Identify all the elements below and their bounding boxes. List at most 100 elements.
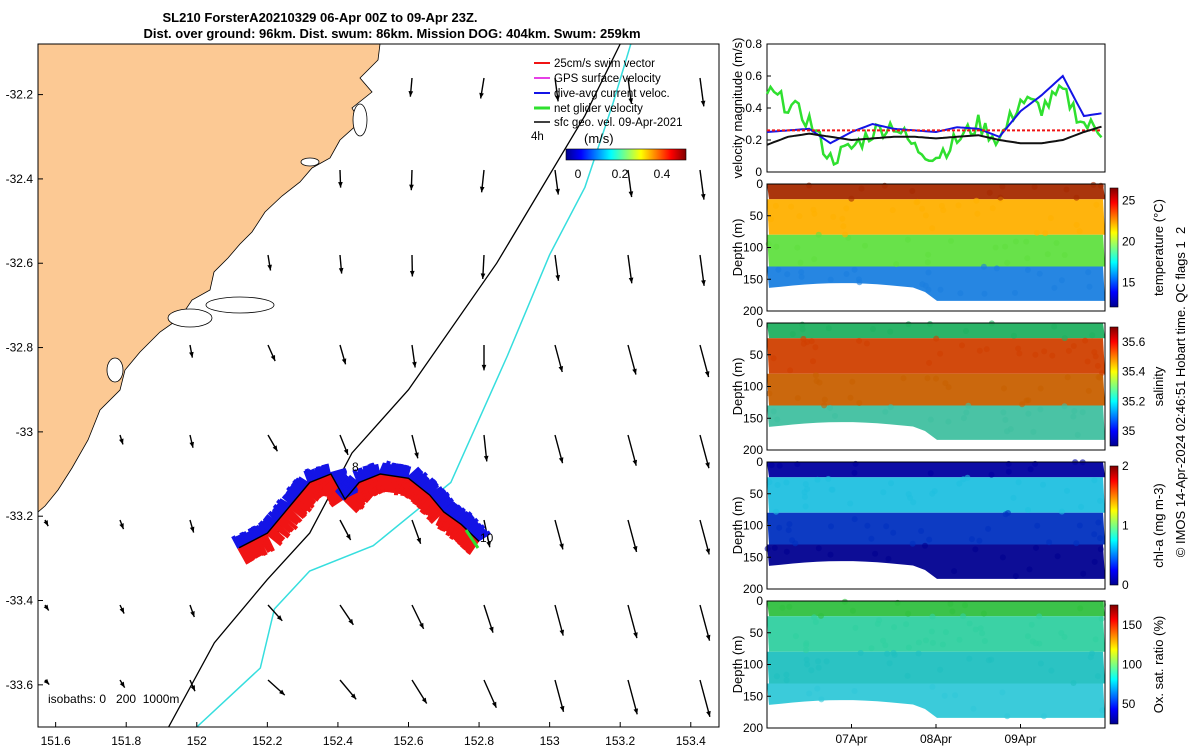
section-sample — [802, 494, 808, 500]
section-sample — [773, 509, 779, 515]
legend-swim-label: 25cm/s swim vector — [554, 58, 655, 70]
section-sample — [985, 526, 991, 532]
map-x-tick-label: 152.8 — [464, 734, 494, 748]
section-sample — [929, 684, 935, 690]
section-sample — [875, 621, 881, 627]
map-y-tick-label: -32.2 — [6, 88, 34, 102]
section-sample — [821, 402, 827, 408]
section-sample — [844, 271, 850, 277]
section-sample — [811, 207, 817, 213]
map-y-tick-label: -33.2 — [6, 509, 34, 523]
section-sample — [974, 211, 980, 217]
title-line-1: SL210 ForsterA20210329 06-Apr 00Z to 09-… — [162, 10, 477, 25]
map-colorbar-tick-1: 0.2 — [612, 167, 629, 181]
section-sample — [916, 640, 922, 646]
section-sample — [850, 608, 856, 614]
section-sample — [809, 338, 815, 344]
colorbar-tick-label: 25 — [1122, 193, 1136, 207]
section-sample — [765, 546, 771, 552]
estuary-shape — [206, 297, 274, 313]
section-sample — [789, 537, 795, 543]
section-band — [767, 235, 1105, 267]
section-sample — [890, 207, 896, 213]
estuary-shape — [107, 358, 123, 382]
section-sample — [1036, 613, 1042, 619]
section-sample — [1089, 332, 1095, 338]
section-sample — [1080, 571, 1086, 577]
title-line-2: Dist. over ground: 96km. Dist. swum: 86k… — [143, 26, 640, 41]
section-sample — [963, 328, 969, 334]
section-x-tick-label: 09Apr — [1004, 732, 1036, 746]
map-x-tick-label: 152 — [187, 734, 207, 748]
section-sample — [1055, 553, 1061, 559]
section-sample — [925, 252, 931, 258]
section-sample — [984, 346, 990, 352]
section-sample — [773, 244, 779, 250]
section-sample — [952, 692, 958, 698]
section-sample — [925, 259, 931, 265]
section-sample — [815, 658, 821, 664]
section-sample — [929, 225, 935, 231]
section-sample — [787, 367, 793, 373]
section-sample — [965, 403, 971, 409]
section-sample — [843, 205, 849, 211]
section-sample — [903, 621, 909, 627]
map-x-tick-label: 151.6 — [41, 734, 71, 748]
legend-geo-label: sfc geo. vel. 09-Apr-2021 — [554, 117, 683, 129]
section-sample — [1070, 414, 1076, 420]
section-sample — [901, 375, 907, 381]
section-sample — [825, 476, 831, 482]
section-ylabel: Depth (m) — [730, 497, 745, 555]
colorbar-label: chl-a (mg m-3) — [1151, 483, 1166, 568]
section-sample — [988, 657, 994, 663]
section-sample — [1059, 277, 1065, 283]
section-sample — [928, 470, 934, 476]
section-sample — [1086, 388, 1092, 394]
section-y-tick-label: 150 — [743, 272, 763, 286]
section-sample — [1004, 713, 1010, 719]
section-sample — [918, 528, 924, 534]
section-y-tick-label: 100 — [743, 380, 763, 394]
colorbar-tick-label: 35.4 — [1122, 365, 1146, 379]
colorbar-tick-label: 0 — [1122, 578, 1129, 592]
section-sample — [926, 287, 932, 293]
section-sample — [906, 645, 912, 651]
section-sample — [828, 523, 834, 529]
section-sample — [1042, 230, 1048, 236]
current-vector — [327, 464, 330, 475]
section-sample — [880, 489, 886, 495]
track-marker-10: 10 — [480, 531, 494, 545]
section-sample — [810, 358, 816, 364]
section-sample — [1071, 343, 1077, 349]
section-sample — [776, 525, 782, 531]
section-sample — [892, 652, 898, 658]
section-sample — [1095, 673, 1101, 679]
legend-net-label: net glider velocity — [554, 103, 643, 115]
section-sample — [801, 341, 807, 347]
section-sample — [888, 404, 894, 410]
section-sample — [960, 613, 966, 619]
section-sample — [1011, 333, 1017, 339]
section-sample — [1016, 351, 1022, 357]
section-sample — [848, 196, 854, 202]
section-sample — [1038, 661, 1044, 667]
section-sample — [1059, 509, 1065, 515]
section-sample — [948, 238, 954, 244]
section-sample — [1049, 353, 1055, 359]
section-sample — [947, 601, 953, 607]
section-sample — [926, 270, 932, 276]
section-sample — [909, 188, 915, 194]
section-sample — [1071, 408, 1077, 414]
section-sample — [961, 415, 967, 421]
section-sample — [1012, 290, 1018, 296]
section-sample — [887, 660, 893, 666]
section-sample — [1040, 482, 1046, 488]
section-sample — [813, 619, 819, 625]
section-sample — [1004, 260, 1010, 266]
map-x-tick-label: 153 — [540, 734, 560, 748]
section-sample — [1091, 349, 1097, 355]
section-sample — [1005, 510, 1011, 516]
section-sample — [771, 355, 777, 361]
